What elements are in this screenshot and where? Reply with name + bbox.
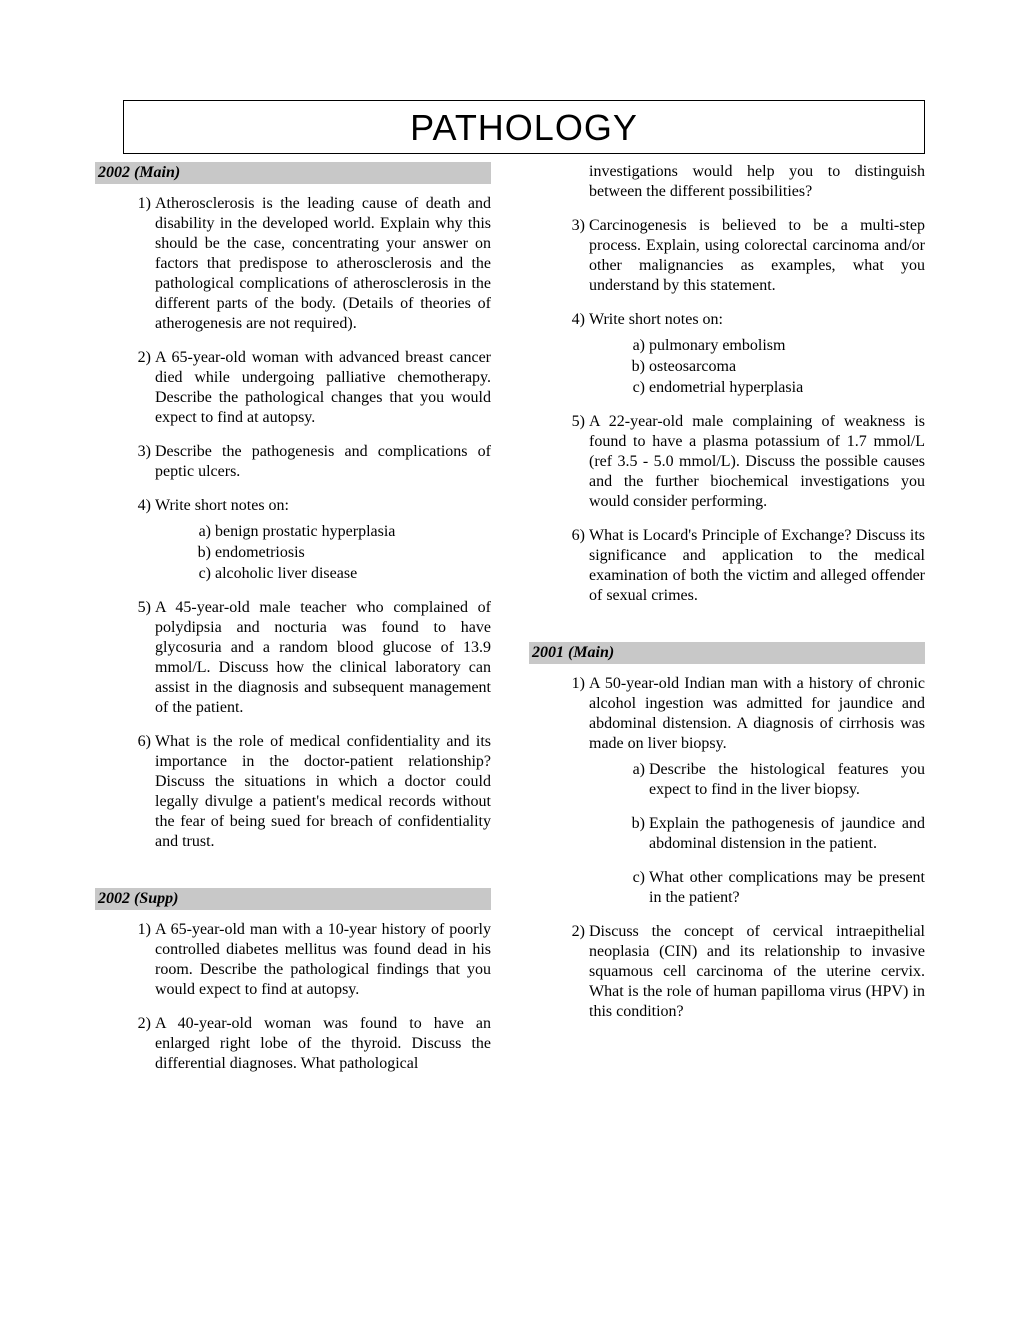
q-2001main-1: A 50-year-old Indian man with a history …: [589, 674, 925, 908]
list-2002-supp: A 65-year-old man with a 10-year history…: [95, 920, 491, 1074]
q-2002main-4: Write short notes on: benign prostatic h…: [155, 496, 491, 584]
q-2001main-1c: What other complications may be present …: [649, 868, 925, 908]
q-2002main-1: Atherosclerosis is the leading cause of …: [155, 194, 491, 334]
q-2001main-1b: Explain the pathogenesis of jaundice and…: [649, 814, 925, 854]
q-2001main-2: Discuss the concept of cervical intraepi…: [589, 922, 925, 1022]
q-2002main-2: A 65-year-old woman with advanced breast…: [155, 348, 491, 428]
q-2002supp-1: A 65-year-old man with a 10-year history…: [155, 920, 491, 1000]
q-2002supp-6: What is Locard's Principle of Exchange? …: [589, 526, 925, 606]
q-2002supp-2a: A 40-year-old woman was found to have an…: [155, 1014, 491, 1074]
q-2002supp-4-sub: pulmonary embolism osteosarcoma endometr…: [589, 336, 925, 398]
page: PATHOLOGY 2002 (Main) Atherosclerosis is…: [0, 0, 1020, 1320]
q-2002supp-4: Write short notes on: pulmonary embolism…: [589, 310, 925, 398]
q-2002main-6: What is the role of medical confidential…: [155, 732, 491, 852]
q-2001main-1a: Describe the histological features you e…: [649, 760, 925, 800]
q-2002supp-5: A 22-year-old male complaining of weakne…: [589, 412, 925, 512]
q-2002main-4-sub: benign prostatic hyperplasia endometrios…: [155, 522, 491, 584]
q-2002main-4a: benign prostatic hyperplasia: [215, 522, 491, 542]
q-2002supp-4a: pulmonary embolism: [649, 336, 925, 356]
q-2002main-5: A 45-year-old male teacher who complaine…: [155, 598, 491, 718]
q-2002main-4c: alcoholic liver disease: [215, 564, 491, 584]
page-title: PATHOLOGY: [410, 107, 638, 148]
q-2002supp-4c: endometrial hyperplasia: [649, 378, 925, 398]
q-2002main-4b: endometriosis: [215, 543, 491, 563]
q-2002main-3: Describe the pathogenesis and complicati…: [155, 442, 491, 482]
q-2001main-1-sub: Describe the histological features you e…: [589, 760, 925, 908]
q-2002supp-3: Carcinogenesis is believed to be a multi…: [589, 216, 925, 296]
content-columns: 2002 (Main) Atherosclerosis is the leadi…: [95, 162, 925, 1088]
list-2002-supp-cont: Carcinogenesis is believed to be a multi…: [529, 216, 925, 606]
q-2002supp-2b: investigations would help you to disting…: [529, 162, 925, 202]
section-header-2002-main: 2002 (Main): [95, 162, 491, 184]
q-2002supp-4b: osteosarcoma: [649, 357, 925, 377]
section-header-2002-supp: 2002 (Supp): [95, 888, 491, 910]
list-2002-main: Atherosclerosis is the leading cause of …: [95, 194, 491, 852]
list-2001-main: A 50-year-old Indian man with a history …: [529, 674, 925, 1022]
section-header-2001-main: 2001 (Main): [529, 642, 925, 664]
page-title-box: PATHOLOGY: [123, 100, 925, 154]
